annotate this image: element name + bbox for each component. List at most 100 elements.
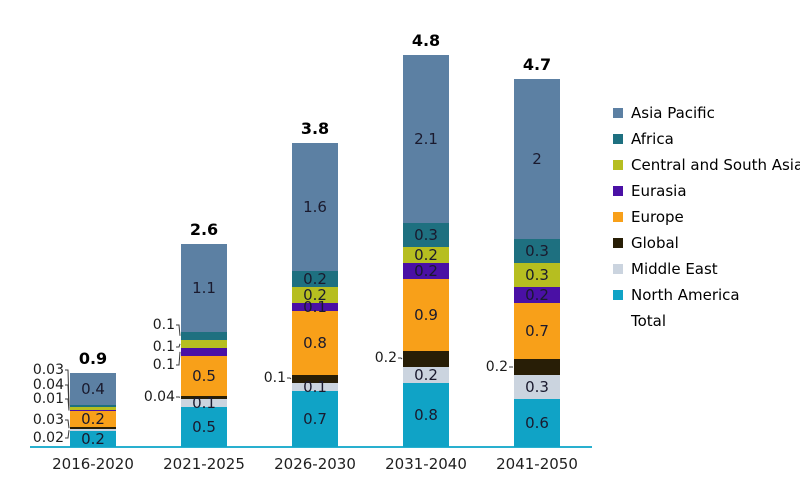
segment-value-label: 2 bbox=[532, 150, 542, 168]
segment-value-label: 0.3 bbox=[525, 266, 549, 284]
segment-value-label: 0.4 bbox=[81, 379, 105, 398]
callout-value-label: 0.03 bbox=[32, 362, 64, 378]
segment-value-label: 0.5 bbox=[192, 418, 216, 436]
segment-asia-pacific bbox=[403, 55, 449, 223]
legend-label: Central and South Asia bbox=[631, 156, 800, 174]
callout-value-label: 0.1 bbox=[152, 357, 175, 373]
segment-value-label: 1.1 bbox=[192, 278, 216, 297]
segment-africa bbox=[292, 271, 338, 287]
callout-value-label: 0.03 bbox=[32, 412, 64, 428]
bar-total-label: 2.6 bbox=[189, 219, 219, 239]
segment-europe bbox=[70, 411, 116, 427]
callout-value-label: 0.04 bbox=[32, 377, 64, 393]
legend-item-global: Global bbox=[613, 230, 800, 256]
segment-asia-pacific bbox=[181, 243, 227, 332]
segment-central-and-south-asia bbox=[292, 287, 338, 303]
legend-swatch-central-and-south-asia bbox=[613, 160, 623, 170]
segment-europe bbox=[514, 303, 560, 359]
segment-middle-east bbox=[514, 375, 560, 399]
legend: Asia Pacific Africa Central and South Asia… bbox=[613, 100, 800, 334]
x-tick-label: 2041-2050 bbox=[496, 455, 578, 473]
segment-value-label: 0.3 bbox=[525, 378, 549, 396]
segment-asia-pacific bbox=[70, 372, 116, 405]
bar-total-label: 3.8 bbox=[300, 119, 330, 138]
callout-value-label: 0.02 bbox=[32, 430, 64, 446]
segment-value-label: 0.6 bbox=[525, 414, 549, 432]
legend-item-asia-pacific: Asia Pacific bbox=[613, 100, 800, 126]
x-tick-label: 2021-2025 bbox=[163, 455, 245, 473]
segment-middle-east bbox=[70, 429, 116, 431]
segment-value-label: 0.2 bbox=[414, 366, 438, 384]
segment-north-america bbox=[70, 431, 116, 447]
segment-value-label: 0.7 bbox=[525, 322, 549, 340]
segment-value-label: 0.3 bbox=[525, 242, 549, 260]
legend-item-eurasia: Eurasia bbox=[613, 178, 800, 204]
legend-label: Africa bbox=[631, 130, 674, 148]
legend-swatch-global bbox=[613, 238, 623, 248]
bar-total-label: 0.9 bbox=[78, 348, 108, 368]
segment-value-label: 0.2 bbox=[81, 430, 105, 448]
segment-asia-pacific bbox=[292, 143, 338, 271]
segment-value-label: 0.1 bbox=[303, 298, 327, 316]
legend-swatch-africa bbox=[613, 134, 623, 144]
segment-value-label: 0.3 bbox=[414, 226, 438, 244]
segment-value-label: 0.2 bbox=[414, 246, 438, 264]
segment-africa bbox=[403, 223, 449, 247]
legend-item-europe: Europe bbox=[613, 204, 800, 230]
callout-value-label: 0.04 bbox=[143, 389, 175, 405]
segment-global bbox=[514, 359, 560, 375]
x-tick-label: 2031-2040 bbox=[385, 455, 467, 473]
segment-asia-pacific bbox=[514, 79, 560, 239]
segment-central-and-south-asia bbox=[514, 263, 560, 287]
segment-value-label: 0.1 bbox=[303, 378, 327, 396]
legend-swatch-asia-pacific bbox=[613, 108, 623, 118]
segment-middle-east bbox=[181, 399, 227, 407]
segment-value-label: 0.2 bbox=[303, 270, 327, 288]
callout-value-label: 0.1 bbox=[152, 339, 175, 355]
legend-label: Europe bbox=[631, 208, 684, 226]
segment-europe bbox=[403, 279, 449, 351]
segment-value-label: 0.9 bbox=[414, 306, 438, 324]
callout-value-label: 0.01 bbox=[32, 391, 64, 407]
segment-africa bbox=[70, 404, 116, 407]
legend-item-middle-east: Middle East bbox=[613, 256, 800, 282]
segment-value-label: 0.2 bbox=[81, 410, 105, 428]
segment-value-label: 0.5 bbox=[192, 366, 216, 385]
legend-item-total: Total bbox=[613, 308, 800, 334]
legend-item-africa: Africa bbox=[613, 126, 800, 152]
x-tick-label: 2016-2020 bbox=[52, 455, 134, 473]
legend-swatch-europe bbox=[613, 212, 623, 222]
segment-eurasia bbox=[403, 263, 449, 279]
segment-africa bbox=[514, 239, 560, 263]
legend-item-central-and-south-asia: Central and South Asia bbox=[613, 152, 800, 178]
legend-label: Eurasia bbox=[631, 182, 687, 200]
segment-global bbox=[403, 351, 449, 367]
bar-total-label: 4.8 bbox=[411, 31, 441, 50]
legend-label: Total bbox=[631, 312, 667, 330]
callout-value-label: 0.2 bbox=[374, 350, 397, 366]
segment-north-america bbox=[403, 383, 449, 447]
segment-eurasia bbox=[70, 410, 116, 411]
segment-africa bbox=[181, 331, 227, 340]
segment-middle-east bbox=[292, 383, 338, 391]
segment-value-label: 1.6 bbox=[303, 198, 327, 216]
segment-value-label: 0.8 bbox=[414, 406, 438, 424]
segment-value-label: 0.2 bbox=[303, 286, 327, 304]
legend-swatch-eurasia bbox=[613, 186, 623, 196]
segment-global bbox=[181, 395, 227, 399]
legend-label: Asia Pacific bbox=[631, 104, 715, 122]
segment-europe bbox=[292, 311, 338, 375]
segment-europe bbox=[181, 355, 227, 396]
segment-central-and-south-asia bbox=[70, 407, 116, 411]
segment-central-and-south-asia bbox=[403, 247, 449, 263]
segment-value-label: 0.8 bbox=[303, 334, 327, 352]
segment-global bbox=[292, 375, 338, 383]
segment-eurasia bbox=[181, 347, 227, 356]
legend-label: Middle East bbox=[631, 260, 718, 278]
legend-label: North America bbox=[631, 286, 740, 304]
segment-value-label: 2.1 bbox=[414, 130, 438, 148]
segment-eurasia bbox=[514, 287, 560, 303]
x-axis-line bbox=[30, 446, 592, 448]
x-tick-label: 2026-2030 bbox=[274, 455, 356, 473]
